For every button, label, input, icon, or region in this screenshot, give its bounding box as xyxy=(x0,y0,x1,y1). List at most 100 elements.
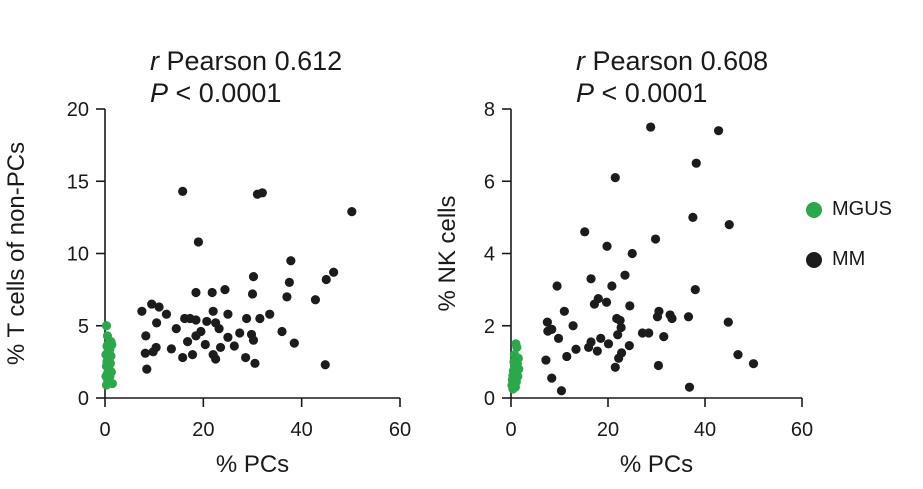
left-point-mm xyxy=(187,350,198,360)
right-title-r: r xyxy=(576,46,585,76)
right-point-mm xyxy=(615,315,625,325)
right-point-mm xyxy=(691,158,701,168)
right-point-mm xyxy=(724,220,734,230)
right-point-mm xyxy=(650,234,661,244)
right-point-mm xyxy=(542,317,552,327)
left-point-mm xyxy=(161,309,172,319)
right-point-mm xyxy=(596,333,606,343)
left-point-mm xyxy=(137,306,147,316)
right-point-mm xyxy=(627,248,637,259)
left-point-mm xyxy=(142,364,152,374)
left-point-mm xyxy=(320,360,330,370)
left-point-mm xyxy=(289,338,299,348)
left-point-mm xyxy=(140,348,150,358)
left-point-mgus xyxy=(107,339,117,350)
right-point-mm xyxy=(683,312,694,322)
legend-mm-label: MM xyxy=(832,248,866,270)
right-point-mm xyxy=(607,281,617,291)
left-point-mm xyxy=(247,289,258,299)
right-y-tick-label: 2 xyxy=(484,316,495,338)
left-point-mgus xyxy=(101,321,112,331)
right-point-mm xyxy=(644,328,654,338)
right-point-mm xyxy=(602,241,612,251)
left-title-p: P xyxy=(150,78,169,108)
left-point-mm xyxy=(215,342,226,353)
right-y-tick-label: 4 xyxy=(484,244,495,266)
left-x-tick-label: 20 xyxy=(192,419,214,441)
right-point-mm xyxy=(688,212,698,222)
right-point-mm xyxy=(613,330,623,340)
right-point-mm xyxy=(625,301,635,311)
right-point-mm xyxy=(733,350,743,360)
left-y-tick-label: 0 xyxy=(78,388,89,410)
left-point-mm xyxy=(193,237,204,247)
left-point-mm xyxy=(229,341,239,351)
right-point-mm xyxy=(667,313,677,324)
left-y-tick-label: 20 xyxy=(67,99,89,121)
right-point-mm xyxy=(589,299,600,309)
left-point-mm xyxy=(255,313,265,324)
right-point-mm xyxy=(723,317,733,327)
left-point-mm xyxy=(191,331,201,341)
left-point-mm xyxy=(329,267,339,277)
right-point-mgus xyxy=(509,350,519,360)
legend-mgus-label: MGUS xyxy=(832,198,892,220)
right-y-axis-label: % NK cells xyxy=(434,195,461,311)
right-title-pearson: Pearson 0.608 xyxy=(585,46,769,76)
left-point-mm xyxy=(180,313,190,324)
left-point-mm xyxy=(242,313,252,324)
right-point-mm xyxy=(584,342,594,353)
right-point-mm xyxy=(610,173,620,183)
right-point-mm xyxy=(603,339,614,349)
left-point-mm xyxy=(191,315,201,325)
left-point-mm xyxy=(257,188,267,198)
right-title-pvalue: < 0.0001 xyxy=(594,78,708,108)
right-point-mm xyxy=(601,297,612,307)
right-y-tick-label: 0 xyxy=(484,388,495,410)
right-point-mm xyxy=(690,285,700,295)
right-point-mm xyxy=(713,126,724,136)
right-point-mm xyxy=(553,333,564,343)
left-point-mm xyxy=(277,326,287,337)
right-point-mm xyxy=(614,353,624,363)
right-point-mm xyxy=(616,322,626,333)
right-point-mm xyxy=(748,359,759,369)
right-x-tick-label: 0 xyxy=(505,419,516,441)
left-x-tick-label: 60 xyxy=(389,419,411,441)
legend-item-mm: MM xyxy=(806,248,865,271)
right-point-mgus xyxy=(508,384,518,394)
left-y-axis-label: % T cells of non-PCs xyxy=(3,142,30,365)
right-point-mgus xyxy=(512,360,522,371)
right-point-mm xyxy=(620,270,630,280)
left-point-mm xyxy=(220,285,230,295)
left-point-mm xyxy=(282,292,292,302)
left-panel-title: r Pearson 0.612 P < 0.0001 xyxy=(150,45,342,109)
left-point-mm xyxy=(248,335,259,345)
left-point-mm xyxy=(202,316,212,327)
left-point-mm xyxy=(154,302,164,312)
left-point-mgus xyxy=(106,351,116,361)
right-point-mm xyxy=(659,331,669,342)
left-point-mm xyxy=(310,295,321,305)
left-point-mm xyxy=(223,309,233,319)
left-point-mm xyxy=(241,352,251,363)
right-x-tick-label: 40 xyxy=(694,419,716,441)
left-point-mm xyxy=(183,337,193,347)
right-point-mm xyxy=(684,382,695,392)
right-point-mm xyxy=(568,321,578,331)
right-y-tick-label: 6 xyxy=(484,171,495,193)
right-y-tick-label: 8 xyxy=(484,99,495,121)
left-title-pvalue: < 0.0001 xyxy=(168,78,282,108)
left-point-mm xyxy=(148,347,158,357)
right-title-p: P xyxy=(576,78,595,108)
left-point-mm xyxy=(214,324,224,334)
left-point-mm xyxy=(265,309,275,319)
right-point-mm xyxy=(610,362,620,372)
left-x-tick-label: 0 xyxy=(99,419,110,441)
left-point-mm xyxy=(152,318,162,328)
legend-item-mgus: MGUS xyxy=(806,198,892,221)
left-point-mm xyxy=(141,331,151,341)
right-point-mm xyxy=(559,306,569,316)
left-point-mm xyxy=(178,352,188,363)
